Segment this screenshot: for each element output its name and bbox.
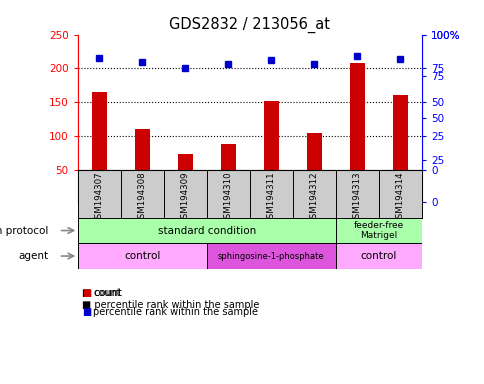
Text: ■: ■ (82, 288, 91, 298)
Bar (349, 63, 364, 170)
Text: GSM194308: GSM194308 (137, 171, 146, 224)
Text: GSM194309: GSM194309 (181, 171, 189, 223)
Bar (220, 144, 235, 170)
Bar (135, 129, 150, 170)
Bar (335, 243, 421, 269)
Bar (335, 218, 421, 243)
Text: GSM194314: GSM194314 (395, 171, 404, 224)
Text: GSM194311: GSM194311 (266, 171, 275, 224)
Text: count: count (93, 288, 121, 298)
Bar (77, 243, 206, 269)
Text: ■: ■ (82, 307, 91, 317)
Bar (263, 101, 278, 170)
Title: GDS2832 / 213056_at: GDS2832 / 213056_at (169, 17, 330, 33)
Text: growth protocol: growth protocol (0, 225, 48, 235)
Text: feeder-free
Matrigel: feeder-free Matrigel (353, 221, 403, 240)
Text: sphingosine-1-phosphate: sphingosine-1-phosphate (217, 252, 324, 260)
Text: GSM194307: GSM194307 (94, 171, 104, 224)
Bar (206, 243, 335, 269)
Bar (306, 133, 321, 170)
Bar (392, 95, 407, 170)
Text: control: control (124, 251, 160, 261)
Bar (77, 218, 335, 243)
Text: GSM194310: GSM194310 (223, 171, 232, 224)
Text: percentile rank within the sample: percentile rank within the sample (93, 307, 257, 317)
Text: GSM194312: GSM194312 (309, 171, 318, 224)
Bar (91, 92, 106, 170)
Text: ■ count
■ percentile rank within the sample: ■ count ■ percentile rank within the sam… (82, 288, 259, 310)
Text: control: control (360, 251, 396, 261)
Text: standard condition: standard condition (157, 225, 256, 235)
Text: agent: agent (18, 251, 48, 261)
Text: GSM194313: GSM194313 (352, 171, 361, 224)
Bar (177, 154, 192, 170)
